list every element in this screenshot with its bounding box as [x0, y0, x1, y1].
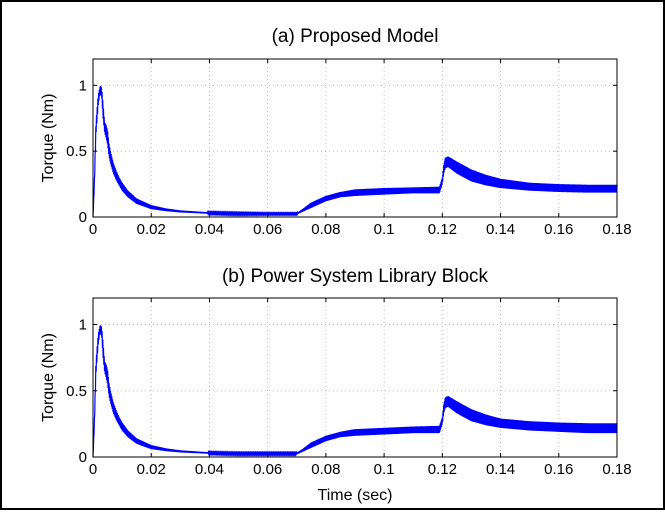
chart-panel-b: (b) Power System Library Block 0 0.02 0.04… [40, 266, 632, 504]
y-axis-label: Torque (Nm) [40, 94, 57, 183]
y-axis-label: Torque (Nm) [40, 333, 57, 422]
x-tick-label: 0.14 [486, 461, 515, 478]
torque-trace [92, 325, 618, 458]
plot-area [92, 297, 618, 458]
y-tick-label: 0 [79, 449, 87, 466]
x-tick-label: 0.04 [195, 461, 224, 478]
x-tick-label: 0 [89, 461, 97, 478]
y-tick-label: 1 [79, 77, 87, 94]
x-axis-label: Time (sec) [318, 487, 393, 504]
x-tick-label: 0.1 [374, 221, 395, 238]
x-tick-label: 0.16 [544, 221, 573, 238]
x-tick-label: 0.06 [253, 221, 282, 238]
chart-title: (a) Proposed Model [272, 26, 439, 47]
x-tick-label: 0.12 [428, 461, 457, 478]
ticks [92, 59, 618, 218]
x-tick-label: 0.08 [311, 461, 340, 478]
chart-panel-a: (a) Proposed Model 0 0.02 0.04 0.06 0.08 0.1 0… [40, 26, 632, 238]
x-tick-label: 0.04 [195, 221, 224, 238]
x-tick-label: 0.02 [137, 461, 166, 478]
x-tick-label: 0.08 [311, 221, 340, 238]
x-tick-label: 0.1 [374, 461, 395, 478]
x-tick-label: 0.16 [544, 461, 573, 478]
x-tick-label: 0.02 [137, 221, 166, 238]
y-tick-label: 0.5 [66, 383, 87, 400]
x-tick-label: 0.12 [428, 221, 457, 238]
chart-title: (b) Power System Library Block [222, 266, 489, 287]
torque-trace [92, 86, 618, 218]
x-tick-labels: 0 0.02 0.04 0.06 0.08 0.1 0.12 0.14 0.16 0.18 [89, 461, 632, 478]
y-tick-label: 1 [79, 317, 87, 334]
ticks [92, 298, 618, 458]
x-tick-label: 0.06 [253, 461, 282, 478]
x-tick-label: 0 [89, 221, 97, 238]
y-tick-label: 0 [79, 209, 87, 226]
gridlines [93, 59, 617, 217]
x-tick-label: 0.18 [602, 461, 631, 478]
x-tick-label: 0.18 [602, 221, 631, 238]
plot-area [92, 58, 618, 218]
y-tick-labels: 00.51 [66, 317, 87, 467]
y-tick-labels: 00.51 [66, 77, 87, 226]
x-tick-labels: 0 0.02 0.04 0.06 0.08 0.1 0.12 0.14 0.16 0.18 [89, 221, 632, 238]
x-tick-label: 0.14 [486, 221, 515, 238]
y-tick-label: 0.5 [66, 143, 87, 160]
